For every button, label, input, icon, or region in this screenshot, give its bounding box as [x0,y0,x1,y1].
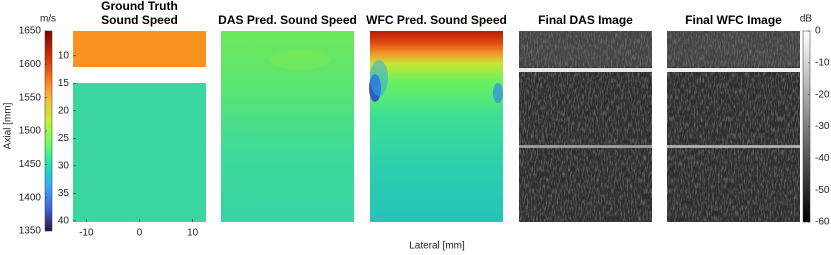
y-tick-label: 20 [58,105,70,116]
panel-title: Ground Truth [101,0,178,13]
colorbar-label: dB [800,14,813,25]
y-tick-label: 30 [58,160,70,171]
colorbar-tick-label: 1350 [19,226,42,237]
y-tick-label: 35 [58,188,70,199]
x-tick-label: 0 [137,228,143,239]
y-tick-label: 25 [58,133,70,144]
wfc-sound-speed-image [369,31,503,222]
wfc-bmode-image [667,31,800,222]
colorbar-tick-label: 1500 [19,126,42,137]
colorbar-tick-label: 1450 [19,159,42,170]
colorbar-tick-label: 0 [815,26,821,37]
colorbar-tick-label: -40 [815,153,830,164]
panel-title: Sound Speed [101,13,178,27]
das-bmode-image [519,31,652,222]
colorbar-tick-label: 1600 [19,59,42,70]
colorbar-tick-label: -50 [815,185,830,196]
colorbar-label: m/s [40,14,56,25]
panel-title: WFC Pred. Sound Speed [366,13,507,27]
y-tick-label: 40 [58,216,70,227]
das-sound-speed-image [221,31,354,222]
colorbar-tick-label: 1650 [19,26,42,37]
colorbar-tick-label: 1550 [19,92,42,103]
ground-truth-image [73,31,206,222]
x-axis-label: Lateral [mm] [409,241,465,252]
colorbar-tick-label: 1400 [19,192,42,203]
panel-title: Final DAS Image [538,13,633,27]
y-tick-label: 10 [58,50,70,61]
colorbar-tick-label: -60 [815,217,830,228]
panel-title: DAS Pred. Sound Speed [218,13,357,27]
colorbar-tick-label: -20 [815,89,830,100]
y-tick-label: 15 [58,78,70,89]
panel-title: Final WFC Image [685,13,782,27]
colorbar-tick-label: -30 [815,121,830,132]
x-tick-label: 10 [187,228,199,239]
y-axis-label: Axial [mm] [3,102,14,149]
x-tick-label: -10 [79,228,94,239]
colorbar-tick-label: -10 [815,57,830,68]
